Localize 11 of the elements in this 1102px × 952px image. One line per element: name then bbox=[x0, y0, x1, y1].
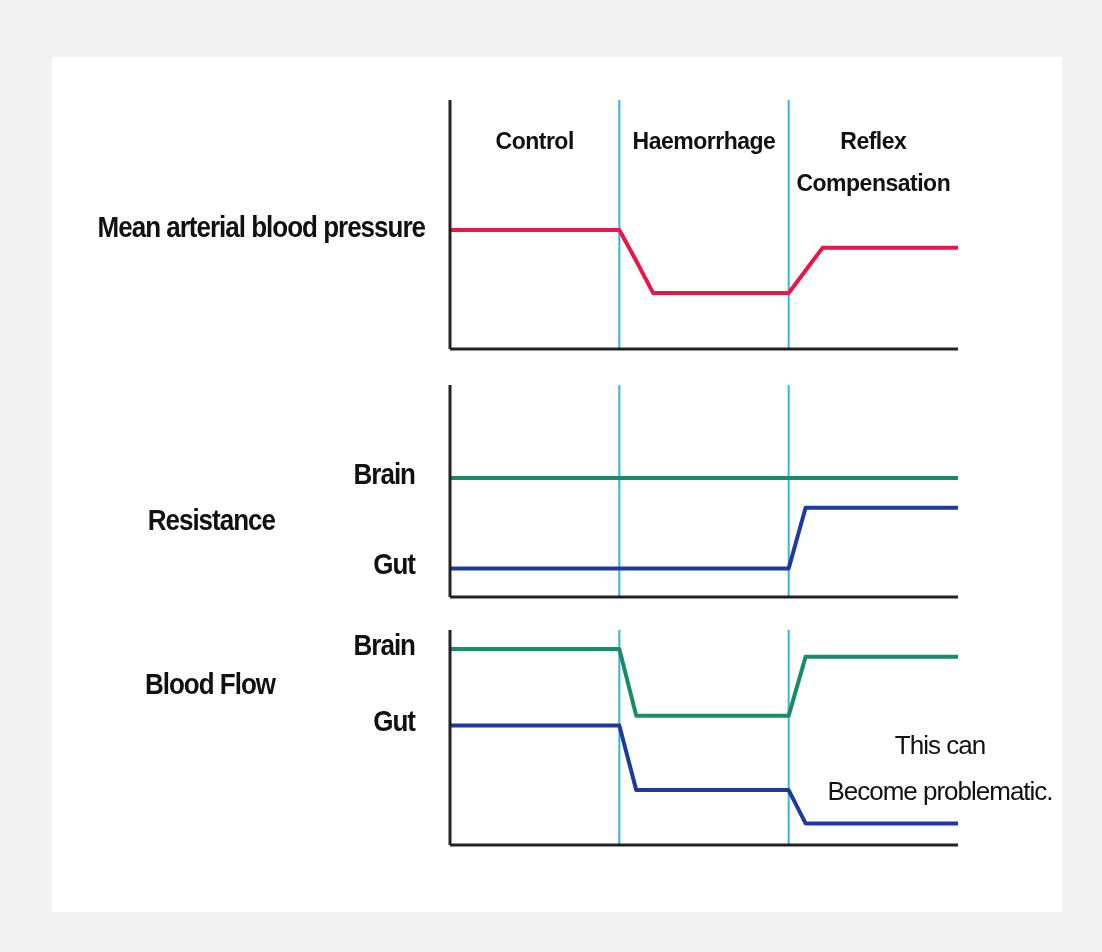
text: Haemorrhage bbox=[631, 127, 777, 156]
annotation: This can Become problematic. bbox=[826, 729, 1054, 808]
y-axis-title: Mean arterial blood pressure bbox=[96, 209, 425, 246]
text: Reflex Compensation bbox=[795, 127, 952, 198]
series-label: Brain bbox=[352, 627, 415, 664]
series-label: Gut bbox=[372, 547, 415, 583]
y-axis-title: Blood Flow bbox=[143, 666, 275, 703]
text: Control bbox=[494, 127, 575, 156]
series-label: Gut bbox=[372, 704, 415, 740]
series-label: Brain bbox=[352, 456, 415, 493]
y-axis-title: Resistance bbox=[146, 502, 275, 539]
